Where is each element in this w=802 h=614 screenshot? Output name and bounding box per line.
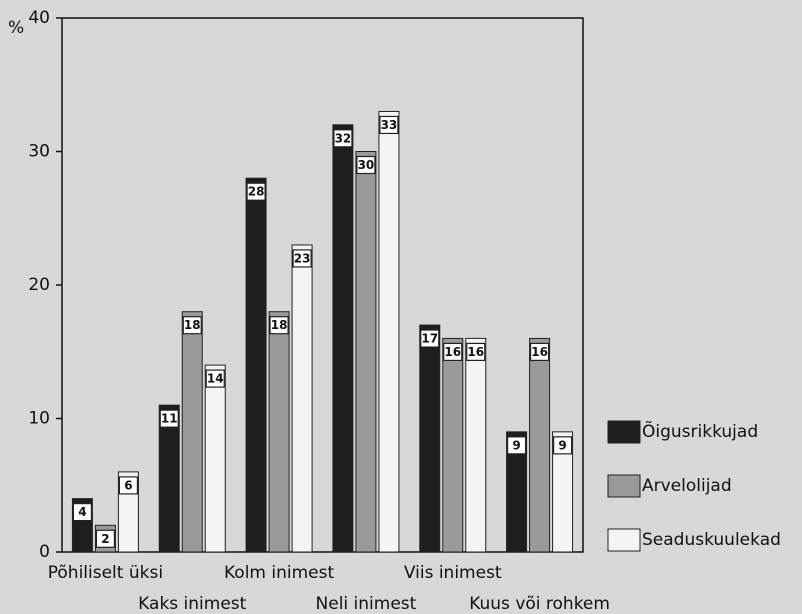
value-label: 9 <box>512 438 520 452</box>
bar <box>158 404 180 553</box>
value-label-box <box>159 409 179 428</box>
bar <box>465 337 487 553</box>
value-label: 28 <box>248 185 265 199</box>
bar <box>355 151 377 553</box>
y-tick-label: 0 <box>39 542 50 562</box>
bar <box>442 337 464 553</box>
bar <box>419 324 441 553</box>
value-label: 6 <box>124 478 132 492</box>
x-tick-label: Kolm inimest <box>224 563 334 583</box>
value-label-box <box>292 249 312 268</box>
value-label-box <box>356 155 376 175</box>
value-label: 4 <box>78 505 86 519</box>
y-axis-label: % <box>8 18 24 38</box>
y-tick-label: 10 <box>28 409 50 429</box>
value-label: 18 <box>271 318 288 332</box>
value-label: 30 <box>358 158 375 172</box>
bar <box>245 177 267 553</box>
value-label: 16 <box>444 345 461 359</box>
y-tick-label: 40 <box>28 8 50 28</box>
legend-swatch <box>607 474 641 498</box>
value-label-box <box>246 182 266 201</box>
value-label-box <box>529 342 550 361</box>
value-label-box <box>420 329 440 348</box>
bar <box>268 311 290 553</box>
bar <box>506 431 528 553</box>
value-label-box <box>506 436 527 455</box>
value-label-box <box>333 129 353 148</box>
bar <box>204 364 226 553</box>
value-label-box <box>118 476 139 495</box>
legend-label: Arvelolijad <box>642 476 732 496</box>
value-label: 2 <box>101 532 109 546</box>
x-tick-label: Viis inimest <box>404 563 502 583</box>
bar <box>552 431 574 553</box>
value-label: 32 <box>335 131 352 145</box>
x-tick-label: Neli inimest <box>316 594 417 614</box>
value-label: 11 <box>161 412 178 426</box>
value-label-box <box>379 115 399 135</box>
x-tick-label: Kuus või rohkem <box>469 594 610 614</box>
legend-swatch <box>607 528 641 552</box>
value-label-box <box>182 316 202 335</box>
legend-swatch <box>607 420 641 444</box>
value-label-box <box>466 342 486 361</box>
value-label: 14 <box>207 372 224 386</box>
legend-label: Õigusrikkujad <box>642 420 758 442</box>
value-label-box <box>95 529 116 548</box>
value-label: 9 <box>558 438 566 452</box>
value-label: 18 <box>184 318 201 332</box>
value-label: 33 <box>381 118 398 132</box>
value-label-box <box>443 342 463 361</box>
value-label: 23 <box>294 251 311 265</box>
value-label-box <box>72 503 93 522</box>
bar <box>291 244 313 553</box>
bar <box>529 337 551 553</box>
value-label: 17 <box>421 332 438 346</box>
value-label-box <box>269 316 289 335</box>
bar <box>378 110 400 553</box>
bar <box>181 311 203 553</box>
value-label: 16 <box>467 345 484 359</box>
bar <box>332 124 354 553</box>
x-tick-label: Põhiliselt üksi <box>48 563 163 583</box>
x-tick-label: Kaks inimest <box>138 594 246 614</box>
y-tick-label: 20 <box>28 275 50 295</box>
value-label-box <box>205 369 225 388</box>
y-tick-label: 30 <box>28 142 50 162</box>
value-label-box <box>552 436 573 455</box>
legend-label: Seaduskuulekad <box>642 530 781 550</box>
value-label: 16 <box>531 345 548 359</box>
